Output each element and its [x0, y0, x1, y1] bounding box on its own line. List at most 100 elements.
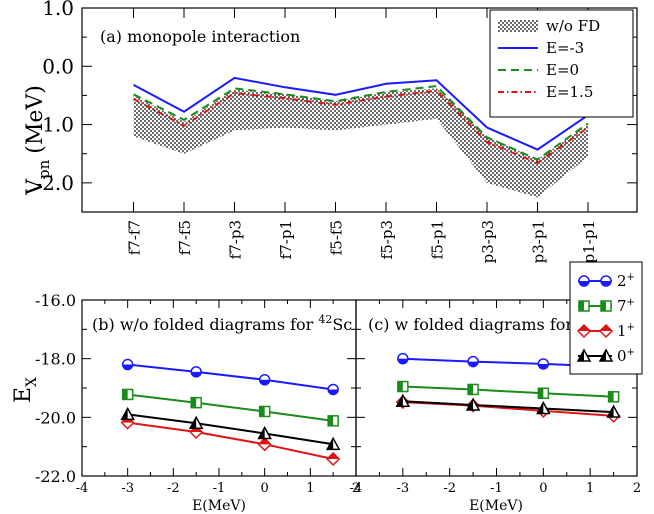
data-point-7plus — [121, 388, 134, 401]
x-tick-label: -3 — [396, 481, 409, 496]
legend-band-swatch — [498, 20, 538, 32]
legend-label-sup: + — [627, 322, 635, 333]
data-point-7plus — [537, 387, 550, 400]
x-tick-label: 2 — [352, 481, 360, 496]
data-point-7plus — [467, 383, 479, 396]
y-tick-label: 0.0 — [42, 54, 74, 78]
x-tick-label: -4 — [350, 481, 363, 496]
x-tick-label: -1 — [213, 481, 226, 496]
x-tick-label: -1 — [490, 481, 503, 496]
data-point-7plus — [607, 391, 620, 403]
data-point-0plus — [536, 400, 551, 415]
panel-a-ylabel: Vpn (MeV) — [23, 85, 53, 196]
x-tick-label: -4 — [76, 481, 89, 496]
x-tick-label: p3-p1 — [530, 220, 548, 263]
x-tick-label: 1 — [586, 481, 594, 496]
x-tick-label: f7-p3 — [227, 220, 245, 259]
band-w-o-fd — [133, 88, 588, 198]
panel-a-title: (a) monopole interaction — [100, 27, 300, 46]
legend-marker — [598, 348, 614, 362]
data-point-7plus — [258, 405, 271, 418]
y-tick-label: -1.0 — [35, 113, 74, 137]
panel-c-xlabel: E(MeV) — [469, 498, 523, 514]
ticks-layer: 1.0 0.0 -1.0 -2.0 f7-f7 f7-f5 f7-p3 f7-p1 f5-f5 f… — [35, 0, 637, 263]
data-point-1plus — [257, 437, 272, 452]
x-tick-label: f5-p3 — [378, 220, 396, 259]
legend-marker — [600, 275, 612, 287]
legend-e0-label: E=0 — [546, 61, 579, 79]
x-tick-label: -3 — [121, 481, 134, 496]
data-point-0plus — [188, 415, 204, 429]
series-layer — [133, 76, 589, 165]
x-tick-label: p1-p1 — [580, 220, 598, 263]
legend-e1-5-label: E=1.5 — [546, 83, 593, 101]
x-tick-label: f7-f5 — [176, 220, 194, 255]
legend-label-sup: + — [627, 272, 635, 283]
data-point-7plus — [190, 396, 202, 409]
x-tick-label: 0 — [261, 481, 269, 496]
x-tick-label: f5-p1 — [429, 220, 447, 259]
series-line-7plus — [127, 393, 334, 422]
panel-a-legend: w/o FD E=-3 E=0 E=1.5 — [489, 9, 634, 118]
data-point-2plus — [190, 366, 202, 378]
series-line-1plus — [127, 421, 334, 460]
data-point-0plus — [120, 406, 135, 421]
data-point-7plus — [397, 380, 409, 393]
x-tick-label: -2 — [167, 481, 180, 496]
y-tick-label: -2.0 — [35, 171, 74, 195]
legend-marker — [576, 323, 592, 339]
x-tick-label: p3-p3 — [479, 220, 497, 263]
series-line-0plus — [402, 400, 614, 414]
ylabel-sub: pn — [35, 159, 53, 179]
ylabel-main: V — [23, 178, 48, 196]
y-tick-label: -22.0 — [35, 467, 76, 486]
x-tick-label: f5-f5 — [328, 220, 346, 255]
data-point-2plus — [327, 383, 339, 396]
title-sup: 42 — [318, 313, 332, 326]
data-point-2plus — [121, 358, 134, 371]
panel-b: -4 -3 -2 -1 0 1 2 -16.0 -18.0 -20.0 -22.0 (b) w/o … — [11, 291, 360, 514]
panel-b-ylabel: EX — [11, 377, 40, 403]
series-line-2plus — [127, 363, 334, 391]
ticks-layer: -4 -3 -2 -1 0 1 2 -16.0 -18.0 -20.0 -22.0 — [35, 291, 360, 496]
data-point-1plus — [189, 424, 204, 440]
series-line-0 — [133, 76, 589, 151]
ylabel-sub: X — [24, 377, 40, 387]
ylabel-unit: (MeV) — [23, 85, 48, 154]
data-point-2plus — [537, 358, 550, 370]
x-tick-label: -2 — [443, 481, 456, 496]
data-point-2plus — [467, 355, 479, 368]
series-line-0plus — [127, 413, 334, 446]
legend-marker — [600, 300, 612, 312]
panel-b-xlabel: E(MeV) — [192, 498, 246, 514]
data-point-0plus — [325, 436, 341, 451]
panel-c-legend: 2+7+1+0+ — [569, 261, 643, 375]
y-tick-label: -20.0 — [35, 408, 76, 427]
band-layer — [133, 88, 588, 198]
series-line-1plus — [402, 401, 614, 417]
legend-band-label: w/o FD — [546, 17, 600, 35]
data-point-0plus — [257, 425, 272, 440]
legend-e-3-label: E=-3 — [546, 39, 584, 57]
y-tick-label: 1.0 — [42, 0, 74, 20]
data-point-0plus — [395, 393, 411, 407]
series-line-1 — [133, 85, 589, 161]
data-point-2plus — [258, 374, 271, 386]
x-tick-label: 2 — [633, 481, 641, 496]
x-tick-label: f7-p1 — [277, 220, 295, 259]
legend-marker — [598, 323, 614, 339]
data-point-7plus — [327, 415, 339, 427]
legend-marker — [578, 275, 590, 287]
series-line-2 — [133, 89, 589, 165]
legend-label-sup: + — [627, 297, 635, 308]
series-line-7plus — [402, 385, 614, 398]
data-point-0plus — [606, 404, 621, 418]
panel-a-frame — [81, 7, 638, 213]
panel-b-title: (b) w/o folded diagrams for 42Sc — [92, 313, 352, 334]
panel-a: 1.0 0.0 -1.0 -2.0 f7-f7 f7-f5 f7-p3 f7-p1 f5-f5 f… — [23, 0, 638, 263]
legend-marker — [576, 348, 592, 362]
title-tail: Sc — [332, 315, 352, 334]
data-point-2plus — [397, 352, 409, 365]
title-text: (b) w/o folded diagrams for — [92, 315, 314, 334]
